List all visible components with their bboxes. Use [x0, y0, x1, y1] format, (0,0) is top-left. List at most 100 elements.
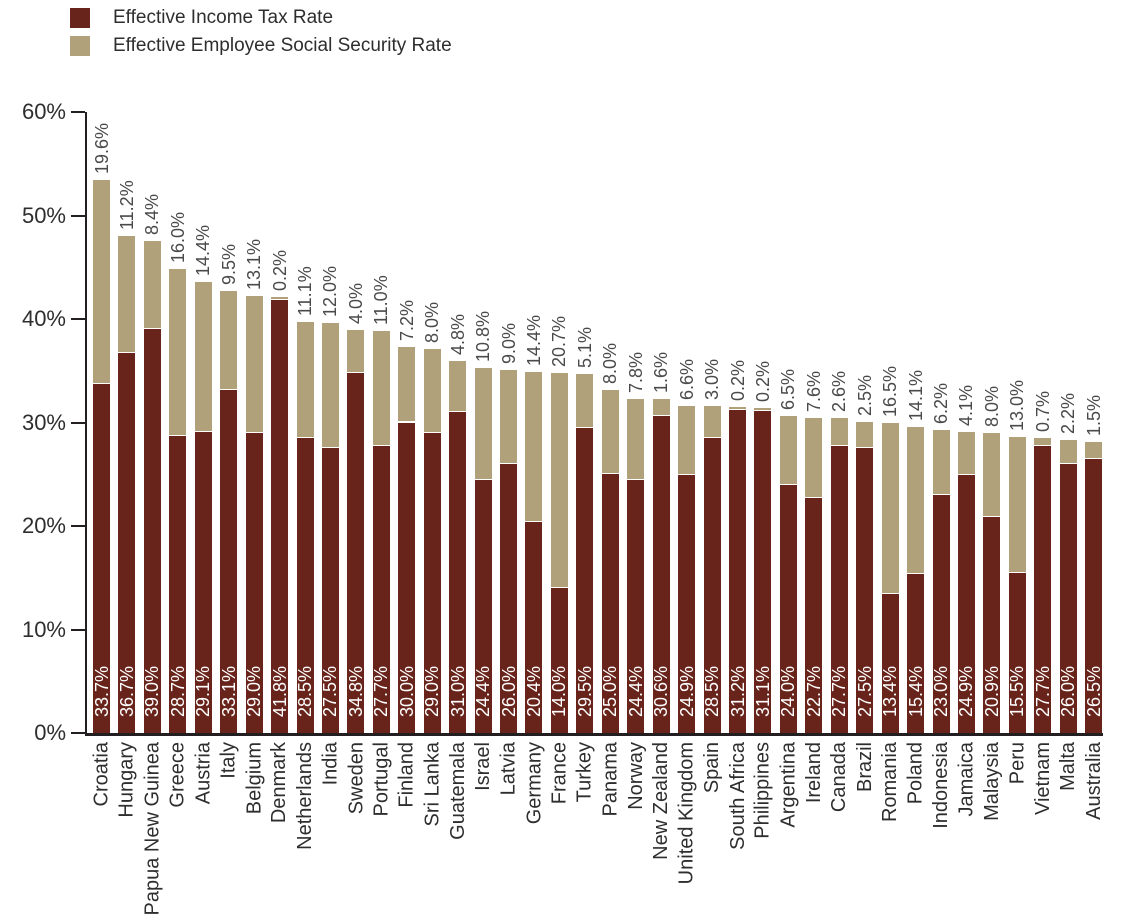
bar-top-value-label: 14.4% — [193, 224, 214, 276]
bar-inner-value-label: 26.0% — [498, 665, 519, 717]
country-label: Germany — [522, 742, 545, 825]
bar-top-value-label: 13.1% — [244, 239, 265, 291]
country-label: Peru — [1006, 742, 1029, 785]
bar-inner-value-label: 27.7% — [829, 665, 850, 717]
bar-top-value-label: 7.8% — [625, 351, 646, 393]
country-label: Jamaica — [955, 742, 978, 817]
bar-top-value-label: 20.7% — [549, 315, 570, 367]
country-label: Spain — [701, 742, 724, 794]
y-tick — [71, 318, 85, 320]
bar-segment-income — [729, 410, 746, 733]
bar-segment-social-security — [830, 418, 848, 446]
bar-segment-income — [856, 448, 874, 733]
bar-segment-income — [627, 480, 645, 733]
x-axis — [85, 733, 1104, 736]
bar-segment-income — [1008, 572, 1026, 733]
country-label: Turkey — [573, 742, 596, 803]
bar-segment-income — [983, 516, 1001, 733]
bar-segment-social-security — [245, 296, 263, 432]
bar-segment-income — [1034, 446, 1052, 733]
country-label: Netherlands — [294, 742, 317, 850]
bar-segment-social-security — [983, 432, 1001, 516]
bar-inner-value-label: 15.5% — [1007, 665, 1028, 717]
bar-top-value-label: 1.6% — [651, 351, 672, 393]
bar-segment-social-security — [118, 236, 136, 353]
bar-segment-social-security — [321, 323, 339, 448]
bar-segment-income — [652, 416, 670, 733]
bar-inner-value-label: 29.1% — [193, 665, 214, 717]
bar-top-value-label: 8.0% — [600, 343, 621, 385]
bar-top-value-label: 2.2% — [1058, 393, 1079, 435]
bar-segment-social-security — [449, 361, 467, 412]
country-label: Indonesia — [930, 742, 953, 829]
bar-inner-value-label: 33.7% — [91, 665, 112, 717]
country-label: Canada — [828, 742, 851, 813]
bar-segment-social-security — [576, 373, 594, 427]
bar-segment-income — [474, 480, 492, 733]
bar-segment-income — [754, 411, 772, 733]
bar-segment-social-security — [93, 180, 110, 384]
bar-segment-income — [907, 573, 925, 733]
bar-segment-income — [601, 474, 619, 733]
country-label: France — [548, 742, 571, 805]
country-label: Italy — [217, 742, 240, 779]
bar-segment-social-security — [805, 418, 823, 498]
bar-inner-value-label: 24.4% — [625, 665, 646, 717]
bar-top-value-label: 14.4% — [523, 314, 544, 366]
bar-segment-social-security — [957, 431, 975, 475]
bar-inner-value-label: 33.1% — [218, 665, 239, 717]
country-label: Romania — [879, 742, 902, 823]
bar-segment-social-security — [627, 398, 645, 480]
bar-inner-value-label: 28.7% — [167, 665, 188, 717]
y-tick — [71, 111, 85, 113]
bar-segment-income — [550, 588, 568, 733]
bar-segment-social-security — [703, 405, 721, 438]
bar-segment-social-security — [423, 349, 441, 432]
bar-inner-value-label: 22.7% — [803, 665, 824, 717]
bar-segment-social-security — [1034, 438, 1052, 446]
bar-inner-value-label: 26.5% — [1083, 665, 1104, 717]
country-label: Guatemala — [446, 742, 469, 840]
country-label: Poland — [904, 742, 927, 805]
country-label: Belgium — [243, 742, 266, 815]
bar-inner-value-label: 34.8% — [345, 665, 366, 717]
bar-inner-value-label: 15.4% — [905, 665, 926, 717]
bar-top-value-label: 4.8% — [447, 314, 468, 356]
country-label: United Kingdom — [675, 742, 698, 885]
y-tick-label: 60% — [21, 99, 66, 124]
bar-top-value-label: 6.2% — [931, 382, 952, 424]
bar-inner-value-label: 23.0% — [931, 665, 952, 717]
bar-segment-social-security — [347, 330, 365, 372]
bar-segment-social-security — [1059, 440, 1077, 463]
bar-segment-income — [932, 494, 950, 733]
y-tick-label: 50% — [21, 202, 66, 228]
bar-segment-income — [296, 438, 314, 733]
bar-segment-income — [779, 484, 797, 733]
country-label: Malaysia — [980, 742, 1003, 821]
bar-segment-social-security — [220, 291, 238, 390]
bar-inner-value-label: 27.7% — [371, 665, 392, 717]
bar-segment-income — [881, 594, 899, 733]
bar-top-value-label: 14.1% — [905, 369, 926, 421]
y-tick-label: 10% — [21, 616, 66, 642]
country-label: Finland — [395, 742, 418, 808]
bar-inner-value-label: 28.5% — [295, 665, 316, 717]
bar-segment-social-security — [550, 372, 568, 588]
bar-segment-income — [118, 353, 136, 733]
bar-top-value-label: 0.2% — [752, 361, 773, 403]
country-label: Portugal — [370, 742, 393, 817]
bar-segment-social-security — [907, 426, 925, 573]
bar-inner-value-label: 28.5% — [702, 665, 723, 717]
y-tick-label: 40% — [21, 306, 66, 331]
y-tick — [71, 525, 85, 527]
bar-top-value-label: 3.0% — [702, 358, 723, 400]
bar-segment-social-security — [1008, 437, 1026, 572]
social-security-swatch-icon — [70, 36, 90, 56]
country-label: Philippines — [751, 742, 774, 839]
bar-inner-value-label: 41.8% — [269, 665, 290, 717]
bar-inner-value-label: 29.5% — [574, 665, 595, 717]
bar-inner-value-label: 24.0% — [778, 665, 799, 717]
bar-inner-value-label: 26.0% — [1058, 665, 1079, 717]
bar-segment-income — [576, 427, 594, 733]
bar-inner-value-label: 25.0% — [600, 665, 621, 717]
